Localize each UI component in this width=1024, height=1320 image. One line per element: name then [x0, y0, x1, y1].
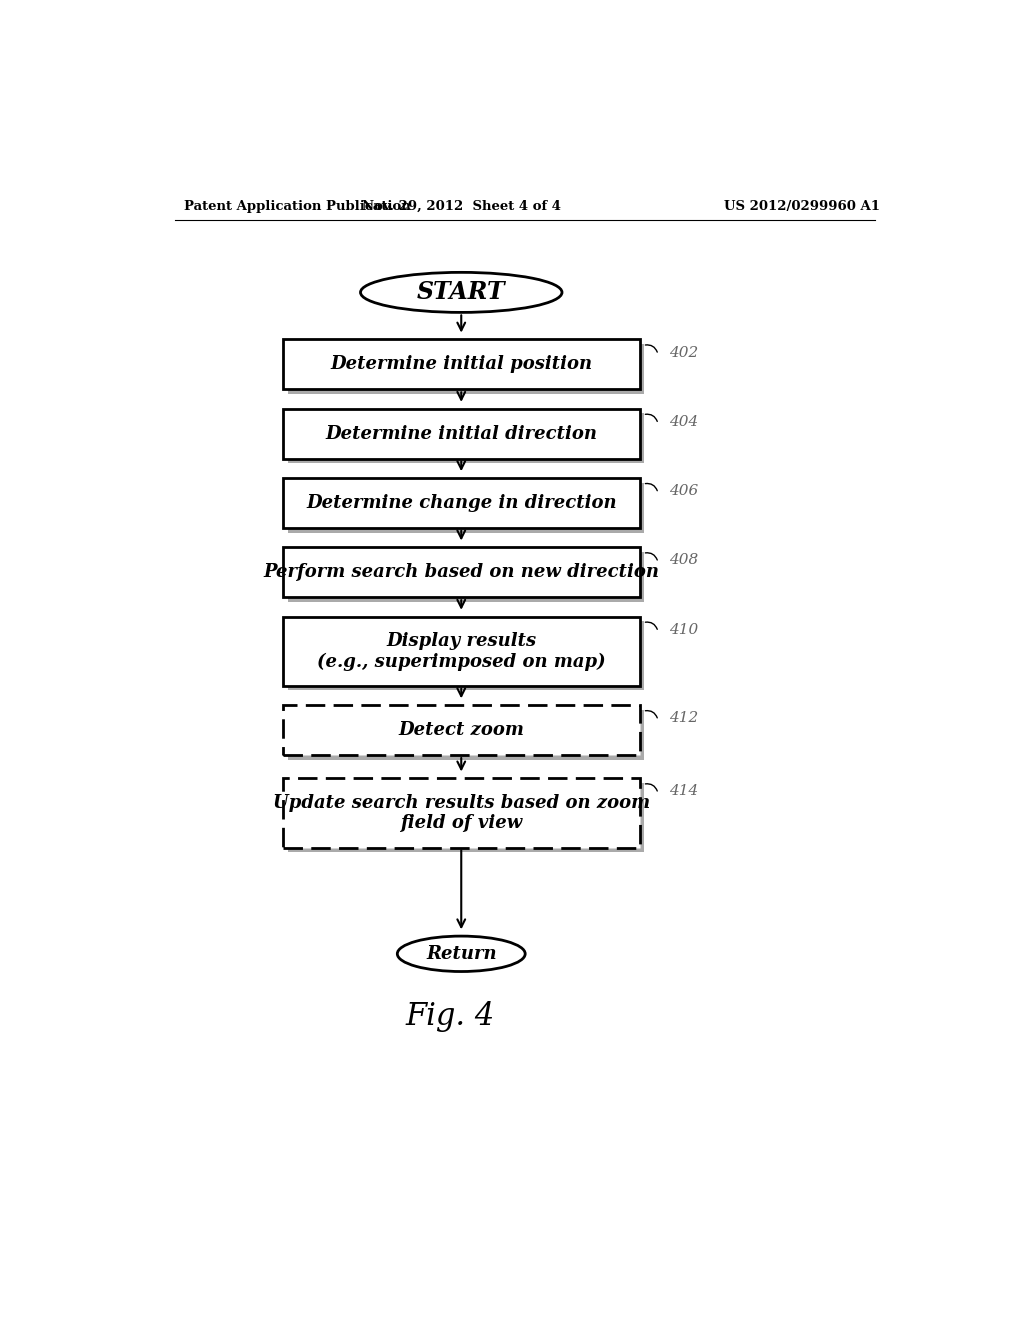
Text: US 2012/0299960 A1: US 2012/0299960 A1 — [724, 199, 881, 213]
Text: Patent Application Publication: Patent Application Publication — [183, 199, 411, 213]
Text: Detect zoom: Detect zoom — [398, 721, 524, 739]
Bar — [288, 413, 644, 463]
Bar — [283, 779, 640, 847]
Bar — [288, 483, 644, 533]
Text: Update search results based on zoom
field of view: Update search results based on zoom fiel… — [272, 793, 650, 833]
Text: 410: 410 — [669, 623, 698, 636]
Text: Nov. 29, 2012  Sheet 4 of 4: Nov. 29, 2012 Sheet 4 of 4 — [361, 199, 561, 213]
Text: Display results
(e.g., superimposed on map): Display results (e.g., superimposed on m… — [317, 632, 605, 671]
Ellipse shape — [360, 272, 562, 313]
Bar — [288, 622, 644, 690]
Bar — [283, 616, 640, 686]
Bar — [288, 710, 644, 760]
Text: 412: 412 — [669, 711, 698, 725]
Ellipse shape — [397, 936, 525, 972]
Text: 404: 404 — [669, 414, 698, 429]
Text: 408: 408 — [669, 553, 698, 568]
Bar — [288, 783, 644, 853]
Text: START: START — [417, 280, 506, 305]
Bar — [288, 345, 644, 395]
Text: Determine initial position: Determine initial position — [330, 355, 592, 374]
Text: 414: 414 — [669, 784, 698, 799]
Text: Determine initial direction: Determine initial direction — [326, 425, 597, 442]
Bar — [283, 705, 640, 755]
Text: Fig. 4: Fig. 4 — [406, 1002, 495, 1032]
Text: Perform search based on new direction: Perform search based on new direction — [263, 564, 659, 581]
Bar — [283, 339, 640, 389]
Text: Determine change in direction: Determine change in direction — [306, 494, 616, 512]
Bar — [283, 478, 640, 528]
Bar — [283, 409, 640, 459]
Bar — [288, 552, 644, 602]
Text: Return: Return — [426, 945, 497, 962]
Text: 402: 402 — [669, 346, 698, 359]
Text: 406: 406 — [669, 484, 698, 498]
Bar — [283, 548, 640, 598]
